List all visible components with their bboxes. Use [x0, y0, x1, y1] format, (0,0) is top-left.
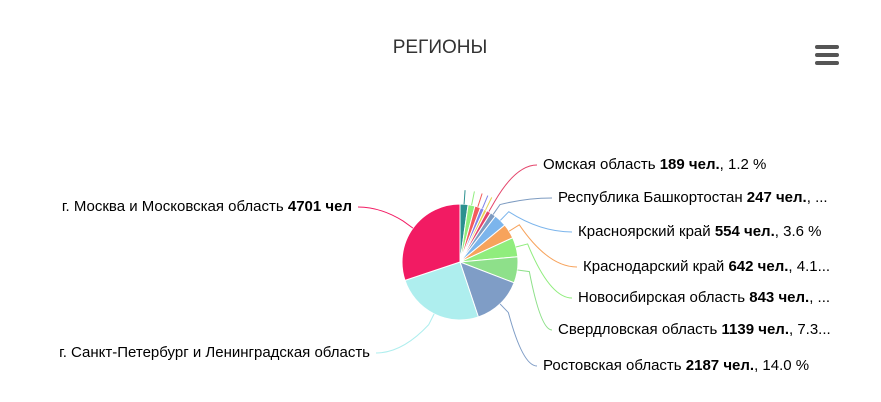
- label-percent: , 7.3...: [789, 321, 831, 338]
- data-label: г. Москва и Московская область 4701 чел: [62, 198, 352, 215]
- label-percent: , ...: [809, 289, 830, 306]
- data-label: Омская область 189 чел., 1.2 %: [543, 156, 766, 173]
- label-name: Краснодарский край: [583, 258, 724, 275]
- label-name: г. Москва и Московская область: [62, 198, 284, 215]
- chart-title: РЕГИОНЫ: [393, 37, 488, 58]
- connector: [471, 191, 475, 206]
- label-value: 642 чел.: [728, 258, 788, 275]
- label-percent: , 4.1...: [788, 258, 830, 275]
- label-percent: , 14.0 %: [754, 357, 809, 374]
- connector: [463, 190, 466, 205]
- data-label: Красноярский край 554 чел., 3.6 %: [578, 223, 821, 240]
- pie-slice: [404, 261, 480, 321]
- label-name: г. Санкт-Петербург и Ленинградская облас…: [59, 344, 370, 361]
- connector: [517, 269, 553, 331]
- data-label: Ростовская область 2187 чел., 14.0 %: [543, 357, 809, 374]
- label-value: 247 чел.: [747, 189, 807, 206]
- connector: [375, 313, 435, 354]
- menu-button[interactable]: [815, 45, 839, 65]
- label-name: Свердловская область: [558, 321, 718, 338]
- label-name: Новосибирская область: [578, 289, 745, 306]
- label-value: 2187 чел.: [686, 357, 754, 374]
- connector: [499, 303, 538, 367]
- connector: [508, 224, 578, 268]
- label-percent: , ...: [807, 189, 828, 206]
- label-name: Ростовская область: [543, 357, 682, 374]
- data-label: Краснодарский край 642 чел., 4.1...: [583, 258, 830, 275]
- data-label: г. Санкт-Петербург и Ленинградская облас…: [59, 344, 370, 361]
- connector: [488, 164, 538, 212]
- data-label: Новосибирская область 843 чел., ...: [578, 289, 830, 306]
- pie-slice: [459, 261, 515, 318]
- label-name: Республика Башкортостан: [558, 189, 743, 206]
- data-label: Республика Башкортостан 247 чел., ...: [558, 189, 828, 206]
- label-value: 189 чел.: [660, 156, 720, 173]
- label-percent: , 1.2 %: [720, 156, 767, 173]
- label-value: 4701 чел: [288, 198, 352, 215]
- label-value: 554 чел.: [715, 223, 775, 240]
- connector: [477, 193, 483, 207]
- connector: [481, 195, 489, 209]
- data-label: Свердловская область 1139 чел., 7.3...: [558, 321, 831, 338]
- label-value: 843 чел.: [749, 289, 809, 306]
- label-name: Красноярский край: [578, 223, 711, 240]
- connector: [492, 197, 553, 215]
- label-name: Омская область: [543, 156, 656, 173]
- connector: [485, 197, 493, 211]
- connector: [357, 206, 414, 229]
- connector: [500, 211, 573, 233]
- connector: [515, 243, 573, 299]
- label-value: 1139 чел.: [722, 321, 789, 338]
- label-percent: , 3.6 %: [775, 223, 822, 240]
